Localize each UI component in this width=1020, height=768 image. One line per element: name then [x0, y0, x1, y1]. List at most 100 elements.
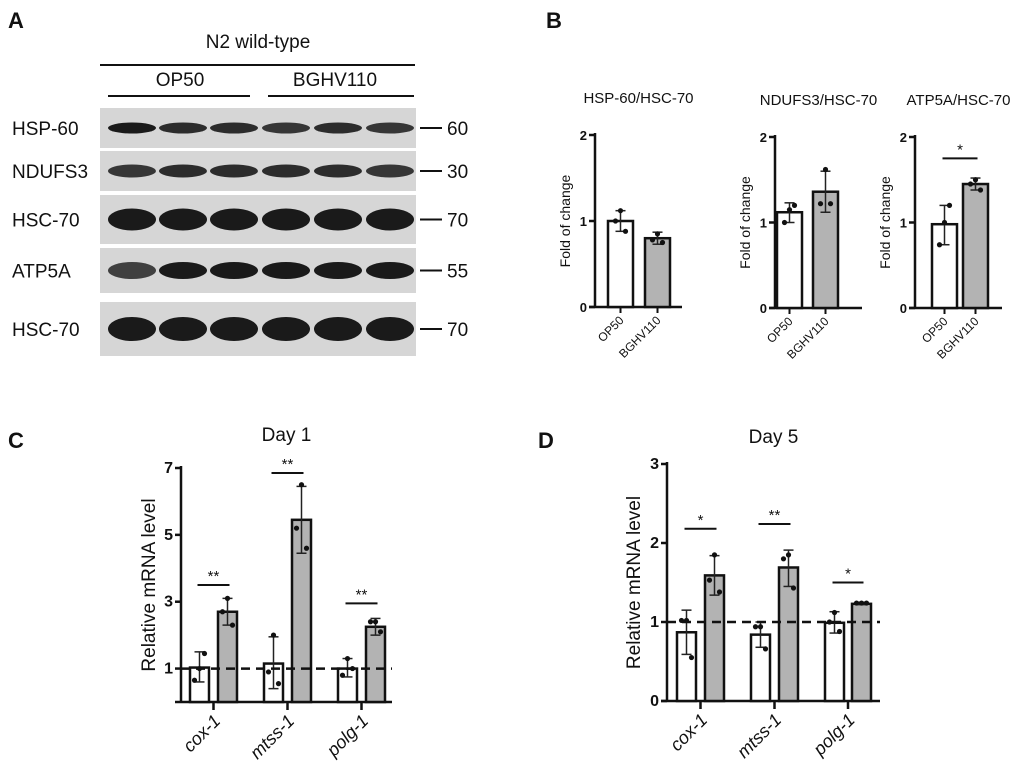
- data-point: [339, 672, 346, 678]
- blot-band: [159, 122, 207, 134]
- data-point: [275, 681, 282, 687]
- blot-band: [314, 262, 362, 279]
- blot-band: [210, 262, 258, 279]
- chart-title: HSP-60/HSC-70: [583, 90, 693, 107]
- blot-band: [108, 122, 156, 134]
- y-tick-label: 1: [650, 614, 659, 631]
- y-tick-label: 2: [900, 130, 907, 145]
- group-label-op50: OP50: [156, 70, 205, 91]
- blot-band: [108, 208, 156, 231]
- x-tick-label: cox-1: [179, 711, 224, 756]
- blot-band: [262, 208, 310, 231]
- data-point: [941, 219, 948, 226]
- data-point: [780, 556, 787, 562]
- blot-band: [262, 317, 310, 341]
- data-point: [303, 545, 310, 551]
- significance-label: *: [957, 141, 963, 158]
- blot-band: [314, 164, 362, 178]
- panel-letter-b: B: [546, 8, 562, 33]
- y-tick-label: 0: [650, 693, 659, 710]
- y-tick-label: 1: [580, 214, 587, 229]
- mw-label: 70: [447, 211, 468, 232]
- bar: [961, 182, 990, 310]
- data-point: [706, 577, 713, 583]
- data-point: [270, 632, 277, 638]
- data-point: [229, 622, 236, 628]
- blot-band: [210, 164, 258, 178]
- bar: [775, 210, 804, 310]
- data-point: [377, 629, 384, 635]
- blot-row-label: HSC-70: [12, 320, 80, 341]
- data-point: [612, 218, 619, 224]
- mw-label: 70: [447, 320, 468, 341]
- data-point: [863, 600, 870, 606]
- x-tick-label: OP50: [595, 313, 627, 345]
- data-point: [191, 677, 198, 683]
- data-point: [372, 619, 379, 625]
- blot-band: [262, 262, 310, 279]
- data-point: [265, 669, 272, 675]
- y-axis-label: Relative mRNA level: [139, 498, 160, 671]
- data-point: [786, 207, 793, 213]
- x-tick-label: OP50: [764, 314, 796, 346]
- blot-band: [108, 164, 156, 178]
- blot-band: [108, 262, 156, 279]
- x-tick-label: polg-1: [322, 711, 372, 761]
- x-tick-label: mtss-1: [733, 710, 785, 762]
- blot-band: [262, 164, 310, 178]
- y-tick-label: 2: [650, 535, 659, 552]
- x-tick-label: cox-1: [666, 710, 711, 755]
- blot-band: [159, 317, 207, 341]
- y-tick-label: 2: [760, 130, 767, 145]
- y-tick-label: 2: [580, 128, 587, 143]
- blot-band: [366, 208, 414, 231]
- blot-band: [366, 122, 414, 134]
- y-tick-label: 1: [164, 661, 173, 678]
- y-axis-label: Fold of change: [737, 176, 753, 269]
- data-point: [622, 228, 629, 234]
- blot-band: [159, 208, 207, 231]
- blot-band: [210, 122, 258, 134]
- mw-label: 60: [447, 119, 468, 140]
- data-point: [858, 600, 865, 606]
- chart-title: Day 1: [262, 425, 312, 446]
- data-point: [219, 609, 226, 615]
- blot-band: [314, 122, 362, 134]
- y-axis-label: Fold of change: [557, 174, 573, 267]
- y-tick-label: 7: [164, 460, 173, 477]
- data-point: [967, 181, 974, 187]
- bar: [850, 602, 873, 703]
- panel-letter-d: D: [538, 428, 554, 453]
- data-point: [711, 552, 718, 558]
- data-point: [224, 595, 231, 601]
- data-point: [367, 619, 374, 625]
- data-point: [972, 177, 979, 183]
- group-label-bghv110: BGHV110: [293, 70, 377, 91]
- y-tick-label: 0: [900, 301, 907, 316]
- y-tick-label: 3: [650, 456, 659, 473]
- bar: [606, 219, 635, 309]
- significance-label: **: [208, 568, 220, 585]
- blot-band: [159, 262, 207, 279]
- significance-label: **: [356, 586, 368, 603]
- panel-letter-c: C: [8, 428, 24, 453]
- bar: [823, 621, 846, 703]
- data-point: [853, 600, 860, 606]
- blot-band: [108, 317, 156, 341]
- blot-band: [210, 208, 258, 231]
- blot-row-label: ATP5A: [12, 262, 71, 283]
- data-point: [831, 609, 838, 616]
- data-point: [946, 202, 953, 208]
- data-point: [791, 202, 798, 208]
- blot-band: [366, 262, 414, 279]
- y-tick-label: 5: [164, 527, 173, 544]
- data-point: [344, 655, 351, 662]
- blot-row-label: NDUFS3: [12, 162, 88, 183]
- data-point: [659, 239, 666, 246]
- blot-row-label: HSP-60: [12, 119, 79, 140]
- data-point: [654, 231, 661, 237]
- data-point: [201, 650, 208, 657]
- chart-title: ATP5A/HSC-70: [907, 92, 1011, 109]
- data-point: [688, 654, 695, 661]
- y-axis-label: Relative mRNA level: [624, 496, 645, 669]
